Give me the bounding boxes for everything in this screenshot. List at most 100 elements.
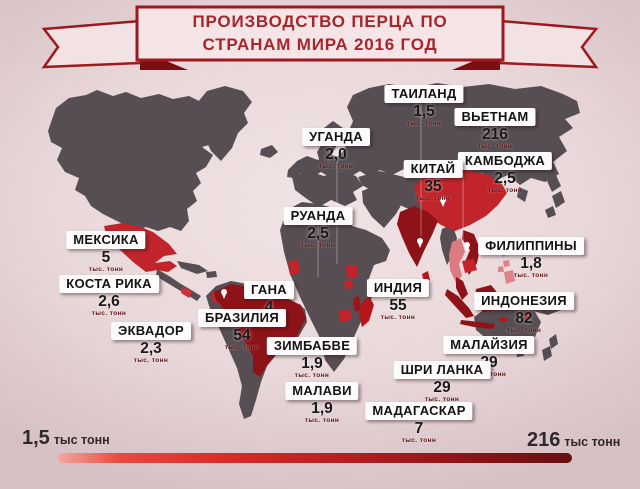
- country-value: 55: [389, 297, 407, 314]
- country-uganda: [346, 266, 358, 278]
- country-value: 2,6: [98, 293, 120, 310]
- land-north-america: [48, 90, 229, 231]
- land-new-zealand: [542, 334, 558, 361]
- country-rwanda: [344, 280, 353, 289]
- country-value: 35: [424, 178, 442, 195]
- country-unit: тыс. тонн: [133, 357, 169, 365]
- country-unit: тыс. тонн: [406, 120, 442, 128]
- country-value: 1,9: [311, 400, 333, 417]
- country-unit: тыс. тонн: [318, 163, 354, 171]
- country-label-vietnam: ВЬЕТНАМ 216 тыс. тонн: [454, 108, 536, 151]
- country-value: 216: [482, 126, 508, 143]
- country-name: ВЬЕТНАМ: [454, 108, 536, 126]
- country-name: ТАИЛАНД: [384, 85, 464, 103]
- country-madagascar: [359, 296, 374, 327]
- country-value: 7: [414, 420, 424, 437]
- country-label-sri-lanka: ШРИ ЛАНКА 29 тыс. тонн: [393, 361, 491, 404]
- legend-gradient-bar: [58, 453, 572, 463]
- legend-min: 1,5 тыс тонн: [22, 427, 110, 450]
- country-unit: тыс. тонн: [401, 437, 437, 445]
- country-india: [397, 206, 438, 267]
- country-name: МАДАГАСКАР: [365, 402, 473, 420]
- country-unit: тыс. тонн: [415, 195, 451, 203]
- country-name: ИНДОНЕЗИЯ: [474, 292, 574, 310]
- country-value: 2,5: [307, 225, 329, 242]
- country-label-zimbabwe: ЗИМБАБВЕ 1,9 тыс. тонн: [266, 337, 358, 380]
- map-pin-china: [440, 197, 446, 207]
- country-name: КОСТА РИКА: [59, 275, 159, 293]
- country-value: 2,3: [140, 340, 162, 357]
- ribbon-wing-left: [41, 19, 142, 69]
- country-label-brazil: БРАЗИЛИЯ 54 тыс. тонн: [198, 309, 286, 351]
- country-unit: тыс. тонн: [294, 372, 330, 380]
- title-line2: СТРАНАМ МИРА 2016 ГОД: [202, 34, 438, 54]
- legend-min-unit: тыс тонн: [53, 433, 110, 447]
- map-pins: [221, 197, 470, 299]
- legend-min-value: 1,5: [22, 427, 50, 449]
- country-name: МАЛАВИ: [285, 382, 359, 400]
- country-label-uganda: УГАНДА 2,0 тыс. тонн: [302, 128, 370, 170]
- country-name: ЭКВАДОР: [111, 322, 191, 340]
- country-value: 1,8: [520, 255, 542, 272]
- country-unit: тыс. тонн: [477, 143, 513, 151]
- country-name: МЕКСИКА: [66, 231, 146, 249]
- land-africa: [280, 202, 390, 372]
- land-myanmar: [440, 224, 457, 265]
- country-value: 2,0: [325, 146, 347, 163]
- land-hispaniola: [206, 271, 217, 278]
- country-malawi: [353, 296, 361, 312]
- country-name: КИТАЙ: [403, 160, 463, 178]
- country-name: МАЛАЙЗИЯ: [443, 336, 535, 354]
- country-ghana: [288, 260, 300, 275]
- country-label-madagascar: МАДАГАСКАР 7 тыс. тонн: [365, 402, 473, 445]
- country-value: 5: [101, 249, 111, 266]
- country-unit: тыс. тонн: [424, 396, 460, 404]
- country-label-costa-rica: КОСТА РИКА 2,6 тыс. тонн: [59, 275, 159, 317]
- legend-max-value: 216: [527, 429, 561, 451]
- country-unit: тыс. тонн: [380, 314, 416, 322]
- country-name: УГАНДА: [302, 128, 370, 146]
- land-arabia: [362, 184, 404, 228]
- country-name: ГАНА: [244, 281, 294, 299]
- country-value: 1,9: [301, 355, 323, 372]
- country-cambodia: [462, 259, 477, 273]
- country-label-rwanda: РУАНДА 2,5 тыс. тонн: [283, 207, 353, 250]
- country-value: 2,5: [494, 170, 516, 187]
- country-costa-rica: [181, 287, 192, 298]
- country-value: 1,5: [413, 103, 435, 120]
- ribbon-band: [135, 5, 505, 62]
- country-label-philippines: ФИЛИППИНЫ 1,8 тыс. тонн: [478, 237, 584, 279]
- country-china: [414, 166, 507, 231]
- country-label-indonesia: ИНДОНЕЗИЯ 82 тыс. тонн: [474, 292, 574, 334]
- country-zimbabwe: [338, 309, 352, 322]
- country-thailand: [449, 238, 465, 283]
- map-pin-cambodia: [464, 242, 470, 252]
- title-banner: ПРОИЗВОДСТВО ПЕРЦА ПО СТРАНАМ МИРА 2016 …: [137, 7, 503, 60]
- legend-max: 216 тыс тонн: [527, 429, 620, 452]
- country-sumatra: [445, 289, 474, 318]
- title-ribbon: [41, 5, 599, 70]
- ribbon-wing-right: [498, 19, 599, 69]
- country-unit: тыс. тонн: [300, 242, 336, 250]
- country-unit: тыс. тонн: [506, 327, 542, 335]
- country-java: [460, 320, 495, 329]
- country-name: ШРИ ЛАНКА: [393, 361, 491, 379]
- country-unit: тыс. тонн: [304, 417, 340, 425]
- country-brazil: [214, 284, 306, 377]
- title-line1: ПРОИЗВОДСТВО ПЕРЦА ПО: [192, 11, 448, 31]
- country-unit: тыс. тонн: [513, 272, 549, 280]
- country-malay-peninsula: [456, 277, 468, 300]
- country-unit: тыс. тонн: [487, 187, 523, 195]
- country-label-india: ИНДИЯ 55 тыс. тонн: [366, 279, 430, 322]
- country-label-ecuador: ЭКВАДОР 2,3 тыс. тонн: [111, 322, 191, 364]
- land-europe: [292, 171, 363, 207]
- country-name: ЗИМБАБВЕ: [266, 337, 358, 355]
- legend-max-unit: тыс тонн: [564, 435, 621, 449]
- country-label-malawi: МАЛАВИ 1,9 тыс. тонн: [285, 382, 359, 425]
- land-iceland: [260, 145, 278, 158]
- map-pin-india: [417, 238, 423, 248]
- country-value: 82: [515, 310, 533, 327]
- country-label-cambodia: КАМБОДЖА 2,5 тыс. тонн: [457, 152, 553, 195]
- country-name: ФИЛИППИНЫ: [478, 237, 584, 255]
